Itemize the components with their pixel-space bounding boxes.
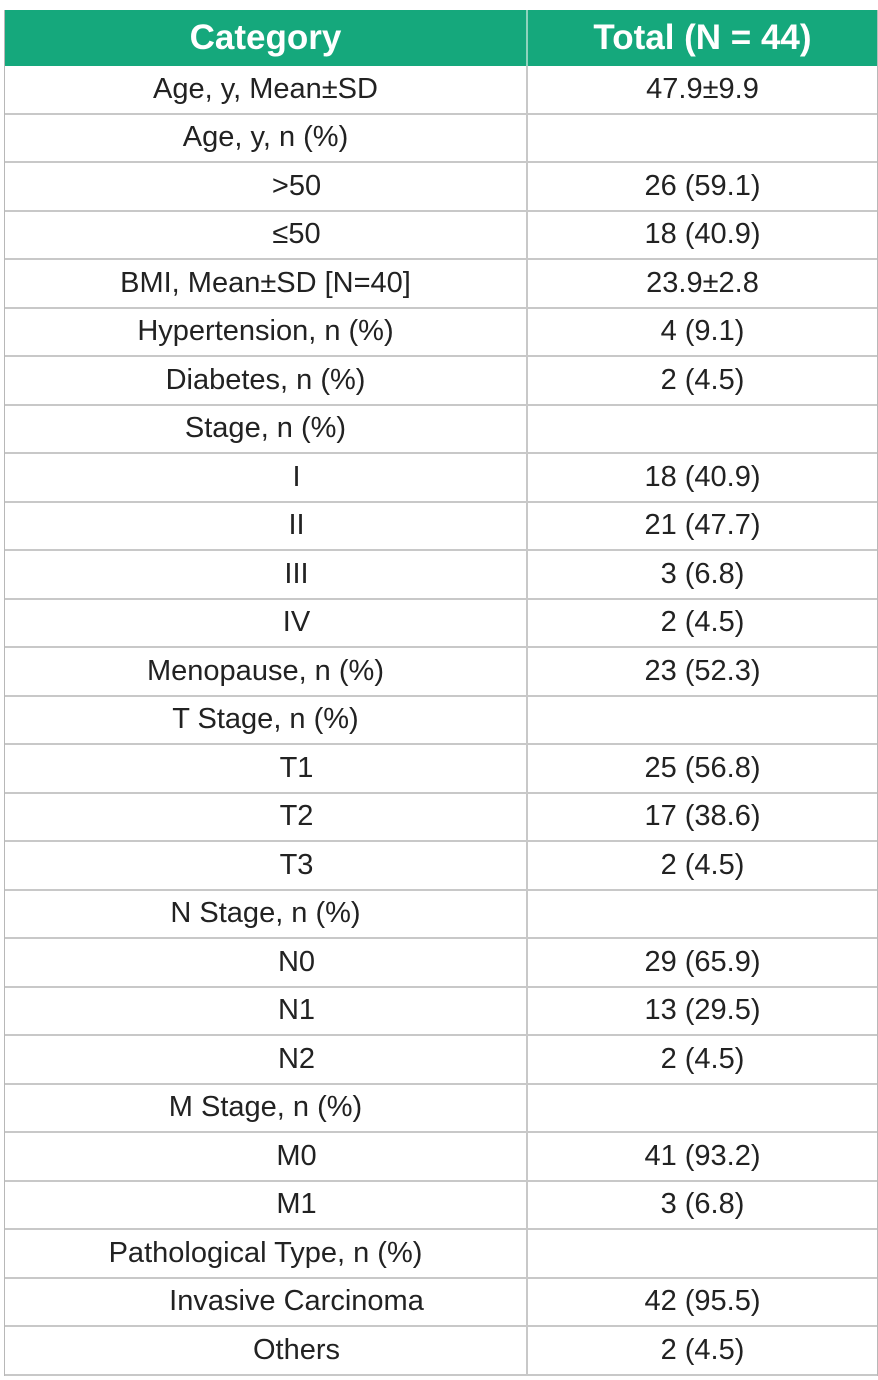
category-cell: N0 <box>5 939 528 986</box>
row: Age, y, n (%) <box>5 114 877 163</box>
value-cell: 3 (6.8) <box>660 1188 745 1221</box>
category-cell: Invasive Carcinoma <box>5 1278 528 1325</box>
category-cell: Age, y, n (%) <box>5 114 528 161</box>
value-cell: 2 (4.5) <box>660 606 745 639</box>
category-cell: Stage, n (%) <box>5 405 528 452</box>
sub-row: IV 2 (4.5) <box>5 599 877 648</box>
category-cell: I <box>5 454 528 501</box>
value-cell <box>528 115 877 162</box>
category-cell: II <box>5 502 528 549</box>
sub-row: T1 25 (56.8) <box>5 745 877 794</box>
row: Age, y, Mean±SD 47.9±9.9 <box>5 66 877 115</box>
value-cell <box>528 1085 877 1132</box>
sub-row: III 3 (6.8) <box>5 551 877 600</box>
value-cell: 21 (47.7) <box>644 509 761 542</box>
row: M Stage, n (%) <box>5 1084 877 1133</box>
category-cell: Diabetes, n (%) <box>5 357 528 404</box>
row: Stage, n (%) <box>5 405 877 454</box>
sub-row: T3 2 (4.5) <box>5 842 877 891</box>
category-cell: Hypertension, n (%) <box>5 308 528 355</box>
row: Pathological Type, n (%) <box>5 1230 877 1279</box>
category-cell: >50 <box>5 163 528 210</box>
category-cell: T Stage, n (%) <box>5 696 528 743</box>
sub-row: M1 3 (6.8) <box>5 1181 877 1230</box>
header-cell: Category <box>5 10 528 66</box>
row: N Stage, n (%) <box>5 890 877 939</box>
value-cell <box>528 891 877 938</box>
sub-row: T2 17 (38.6) <box>5 793 877 842</box>
value-cell: 2 (4.5) <box>660 363 745 396</box>
row: Diabetes, n (%) 2 (4.5) <box>5 357 877 406</box>
value-cell: 3 (6.8) <box>660 557 745 590</box>
value-cell: 18 (40.9) <box>644 218 761 251</box>
category-cell: III <box>5 551 528 598</box>
category-cell: M0 <box>5 1133 528 1180</box>
value-cell: 2 (4.5) <box>660 1333 745 1366</box>
row: BMI, Mean±SD [N=40] 23.9±2.8 <box>5 260 877 309</box>
value-cell: 23.9±2.8 <box>646 266 759 299</box>
category-cell: IV <box>5 599 528 646</box>
sub-row: >50 26 (59.1) <box>5 163 877 212</box>
sub-row: N0 29 (65.9) <box>5 939 877 988</box>
header-row: Category Total (N = 44) <box>5 10 877 66</box>
value-cell: 17 (38.6) <box>644 800 761 833</box>
row: T Stage, n (%) <box>5 696 877 745</box>
category-cell: Pathological Type, n (%) <box>5 1230 528 1277</box>
category-cell: N2 <box>5 1036 528 1083</box>
category-cell: Menopause, n (%) <box>5 648 528 695</box>
table: Category Total (N = 44) Age, y, Mean±SD 4… <box>4 10 878 1376</box>
sub-row: ≤50 18 (40.9) <box>5 211 877 260</box>
value-cell <box>528 697 877 744</box>
value-cell: 23 (52.3) <box>644 654 761 687</box>
category-cell: Age, y, Mean±SD <box>5 66 528 113</box>
value-cell <box>528 1230 877 1277</box>
sub-row: Invasive Carcinoma 42 (95.5) <box>5 1278 877 1327</box>
header-cell: Total (N = 44) <box>593 18 812 57</box>
category-cell: N Stage, n (%) <box>5 890 528 937</box>
sub-row: M0 41 (93.2) <box>5 1133 877 1182</box>
category-cell: M1 <box>5 1181 528 1228</box>
category-cell: BMI, Mean±SD [N=40] <box>5 260 528 307</box>
category-cell: Others <box>5 1327 528 1374</box>
category-cell: T3 <box>5 842 528 889</box>
sub-row: N1 13 (29.5) <box>5 987 877 1036</box>
value-cell: 4 (9.1) <box>660 315 745 348</box>
sub-row: I 18 (40.9) <box>5 454 877 503</box>
sub-row: II 21 (47.7) <box>5 502 877 551</box>
value-cell: 42 (95.5) <box>644 1285 761 1318</box>
value-cell: 41 (93.2) <box>644 1139 761 1172</box>
value-cell: 13 (29.5) <box>644 994 761 1027</box>
value-cell: 2 (4.5) <box>660 1042 745 1075</box>
value-cell: 47.9±9.9 <box>646 72 759 105</box>
category-cell: ≤50 <box>5 211 528 258</box>
value-cell: 2 (4.5) <box>660 848 745 881</box>
value-cell: 26 (59.1) <box>644 169 761 202</box>
sub-row: N2 2 (4.5) <box>5 1036 877 1085</box>
row: Menopause, n (%) 23 (52.3) <box>5 648 877 697</box>
value-cell: 29 (65.9) <box>644 945 761 978</box>
sub-row: Others 2 (4.5) <box>5 1327 877 1376</box>
category-cell: T1 <box>5 745 528 792</box>
category-cell: M Stage, n (%) <box>5 1084 528 1131</box>
value-cell: 25 (56.8) <box>644 751 761 784</box>
value-cell <box>528 406 877 453</box>
value-cell: 18 (40.9) <box>644 460 761 493</box>
row: Hypertension, n (%) 4 (9.1) <box>5 308 877 357</box>
category-cell: N1 <box>5 987 528 1034</box>
category-cell: T2 <box>5 793 528 840</box>
